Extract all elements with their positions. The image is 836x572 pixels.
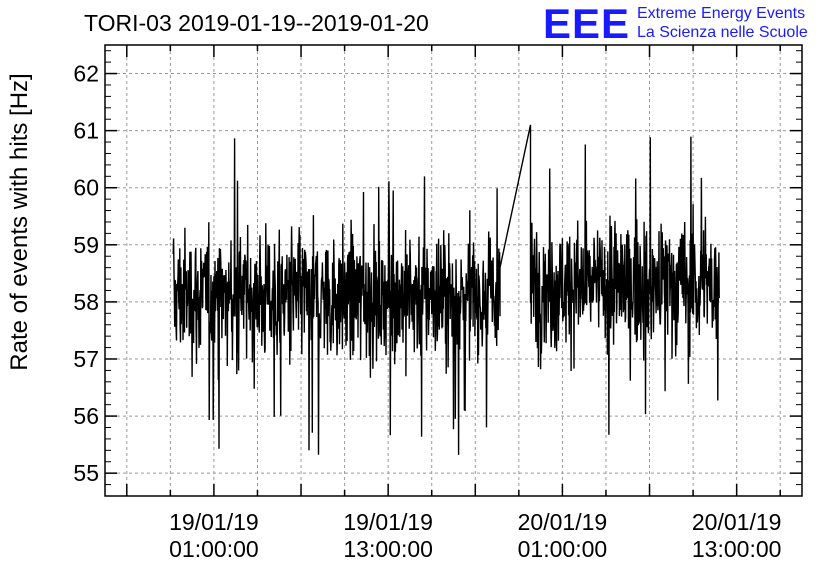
x-tick-label-date: 19/01/19	[169, 509, 259, 535]
y-tick-label: 60	[73, 175, 99, 201]
x-tick-label-date: 19/01/19	[343, 509, 433, 535]
plot-frame	[104, 44, 803, 497]
x-axis: 19/01/1901:00:0019/01/1913:00:0020/01/19…	[126, 45, 782, 562]
x-tick-label-time: 01:00:00	[518, 536, 608, 562]
y-tick-label: 57	[73, 346, 99, 372]
chart-title: TORI-03 2019-01-19--2019-01-20	[84, 10, 429, 36]
x-tick-label-date: 20/01/19	[692, 509, 782, 535]
y-tick-label: 56	[73, 403, 99, 429]
x-tick-label-date: 20/01/19	[518, 509, 608, 535]
x-tick-label-time: 13:00:00	[343, 536, 433, 562]
y-axis-label: Rate of events with hits [Hz]	[6, 73, 33, 370]
rate-line	[172, 124, 720, 455]
y-tick-label: 58	[73, 289, 99, 315]
x-tick-label-time: 13:00:00	[692, 536, 782, 562]
logo-tagline-1: Extreme Energy Events	[637, 5, 806, 22]
logo-tagline-2: La Scienza nelle Scuole	[637, 24, 808, 41]
x-tick-label-time: 01:00:00	[169, 536, 259, 562]
rate-series-trace	[172, 124, 720, 455]
y-tick-label: 55	[73, 460, 99, 486]
y-tick-label: 59	[73, 232, 99, 258]
eee-logo: EEE	[543, 0, 631, 47]
y-tick-label: 62	[73, 61, 99, 87]
y-axis: 55 56 57 58 59 60 61 62	[73, 50, 802, 497]
y-tick-label: 61	[73, 118, 99, 144]
